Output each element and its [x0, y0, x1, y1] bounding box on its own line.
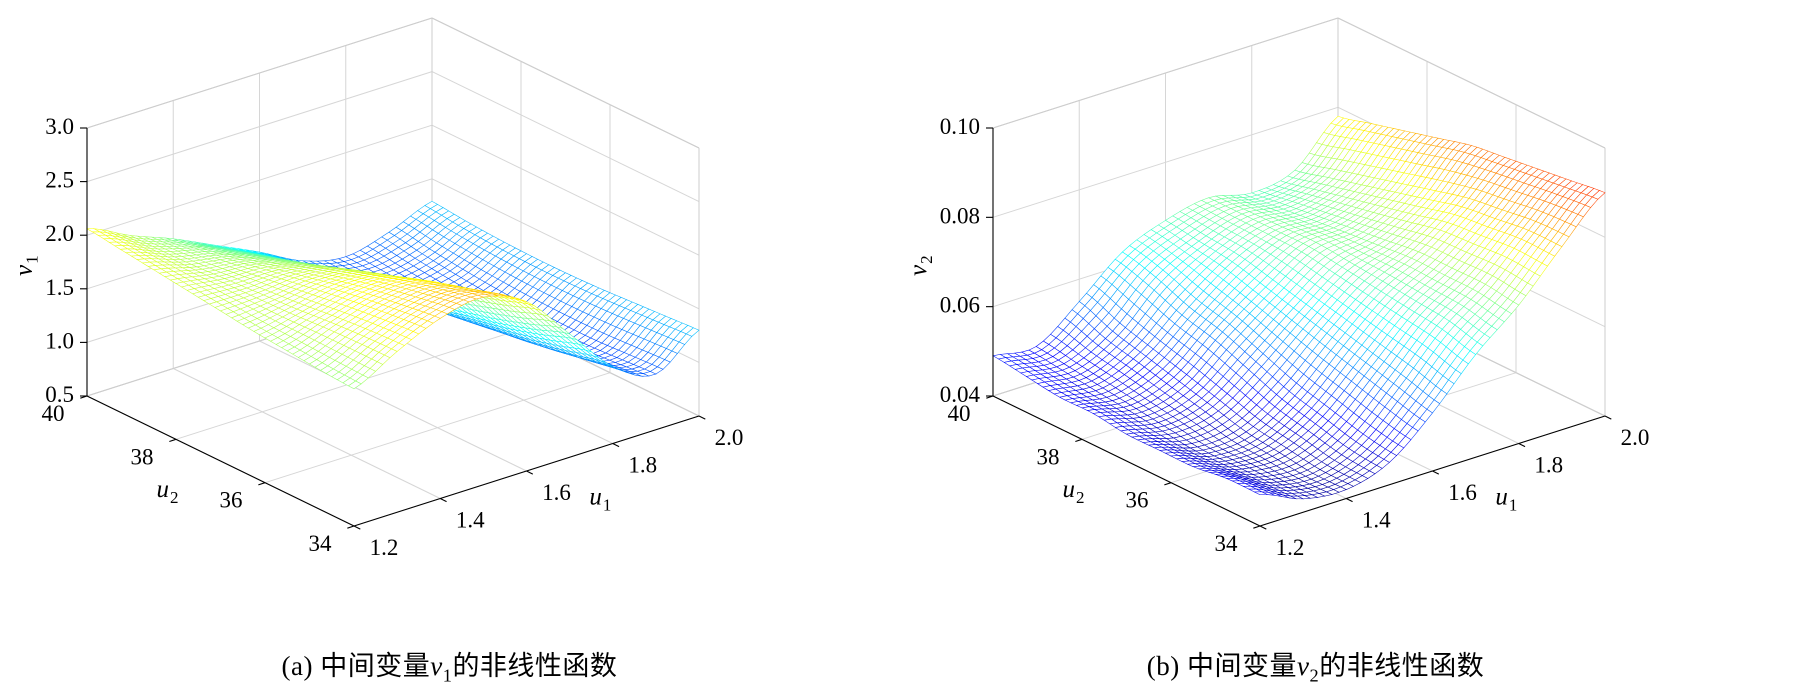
caption-b-post: 的非线性函数: [1319, 651, 1485, 681]
caption-b-pre: (b) 中间变量: [1146, 651, 1298, 681]
figure-a: (a) 中间变量v1的非线性函数: [2, 6, 897, 686]
caption-a-pre: (a) 中间变量: [281, 651, 431, 681]
caption-a-sub: 1: [442, 665, 453, 686]
figure-b: (b) 中间变量v2的非线性函数: [908, 6, 1803, 686]
caption-b-var: v: [1297, 651, 1310, 681]
caption-a-var: v: [430, 651, 443, 681]
caption-b-sub: 2: [1309, 665, 1320, 686]
caption-b: (b) 中间变量v2的非线性函数: [868, 644, 1763, 686]
surface-plot-v1: [2, 6, 897, 626]
caption-a: (a) 中间变量v1的非线性函数: [2, 644, 897, 686]
caption-a-post: 的非线性函数: [452, 651, 618, 681]
surface-plot-v2: [908, 6, 1803, 626]
